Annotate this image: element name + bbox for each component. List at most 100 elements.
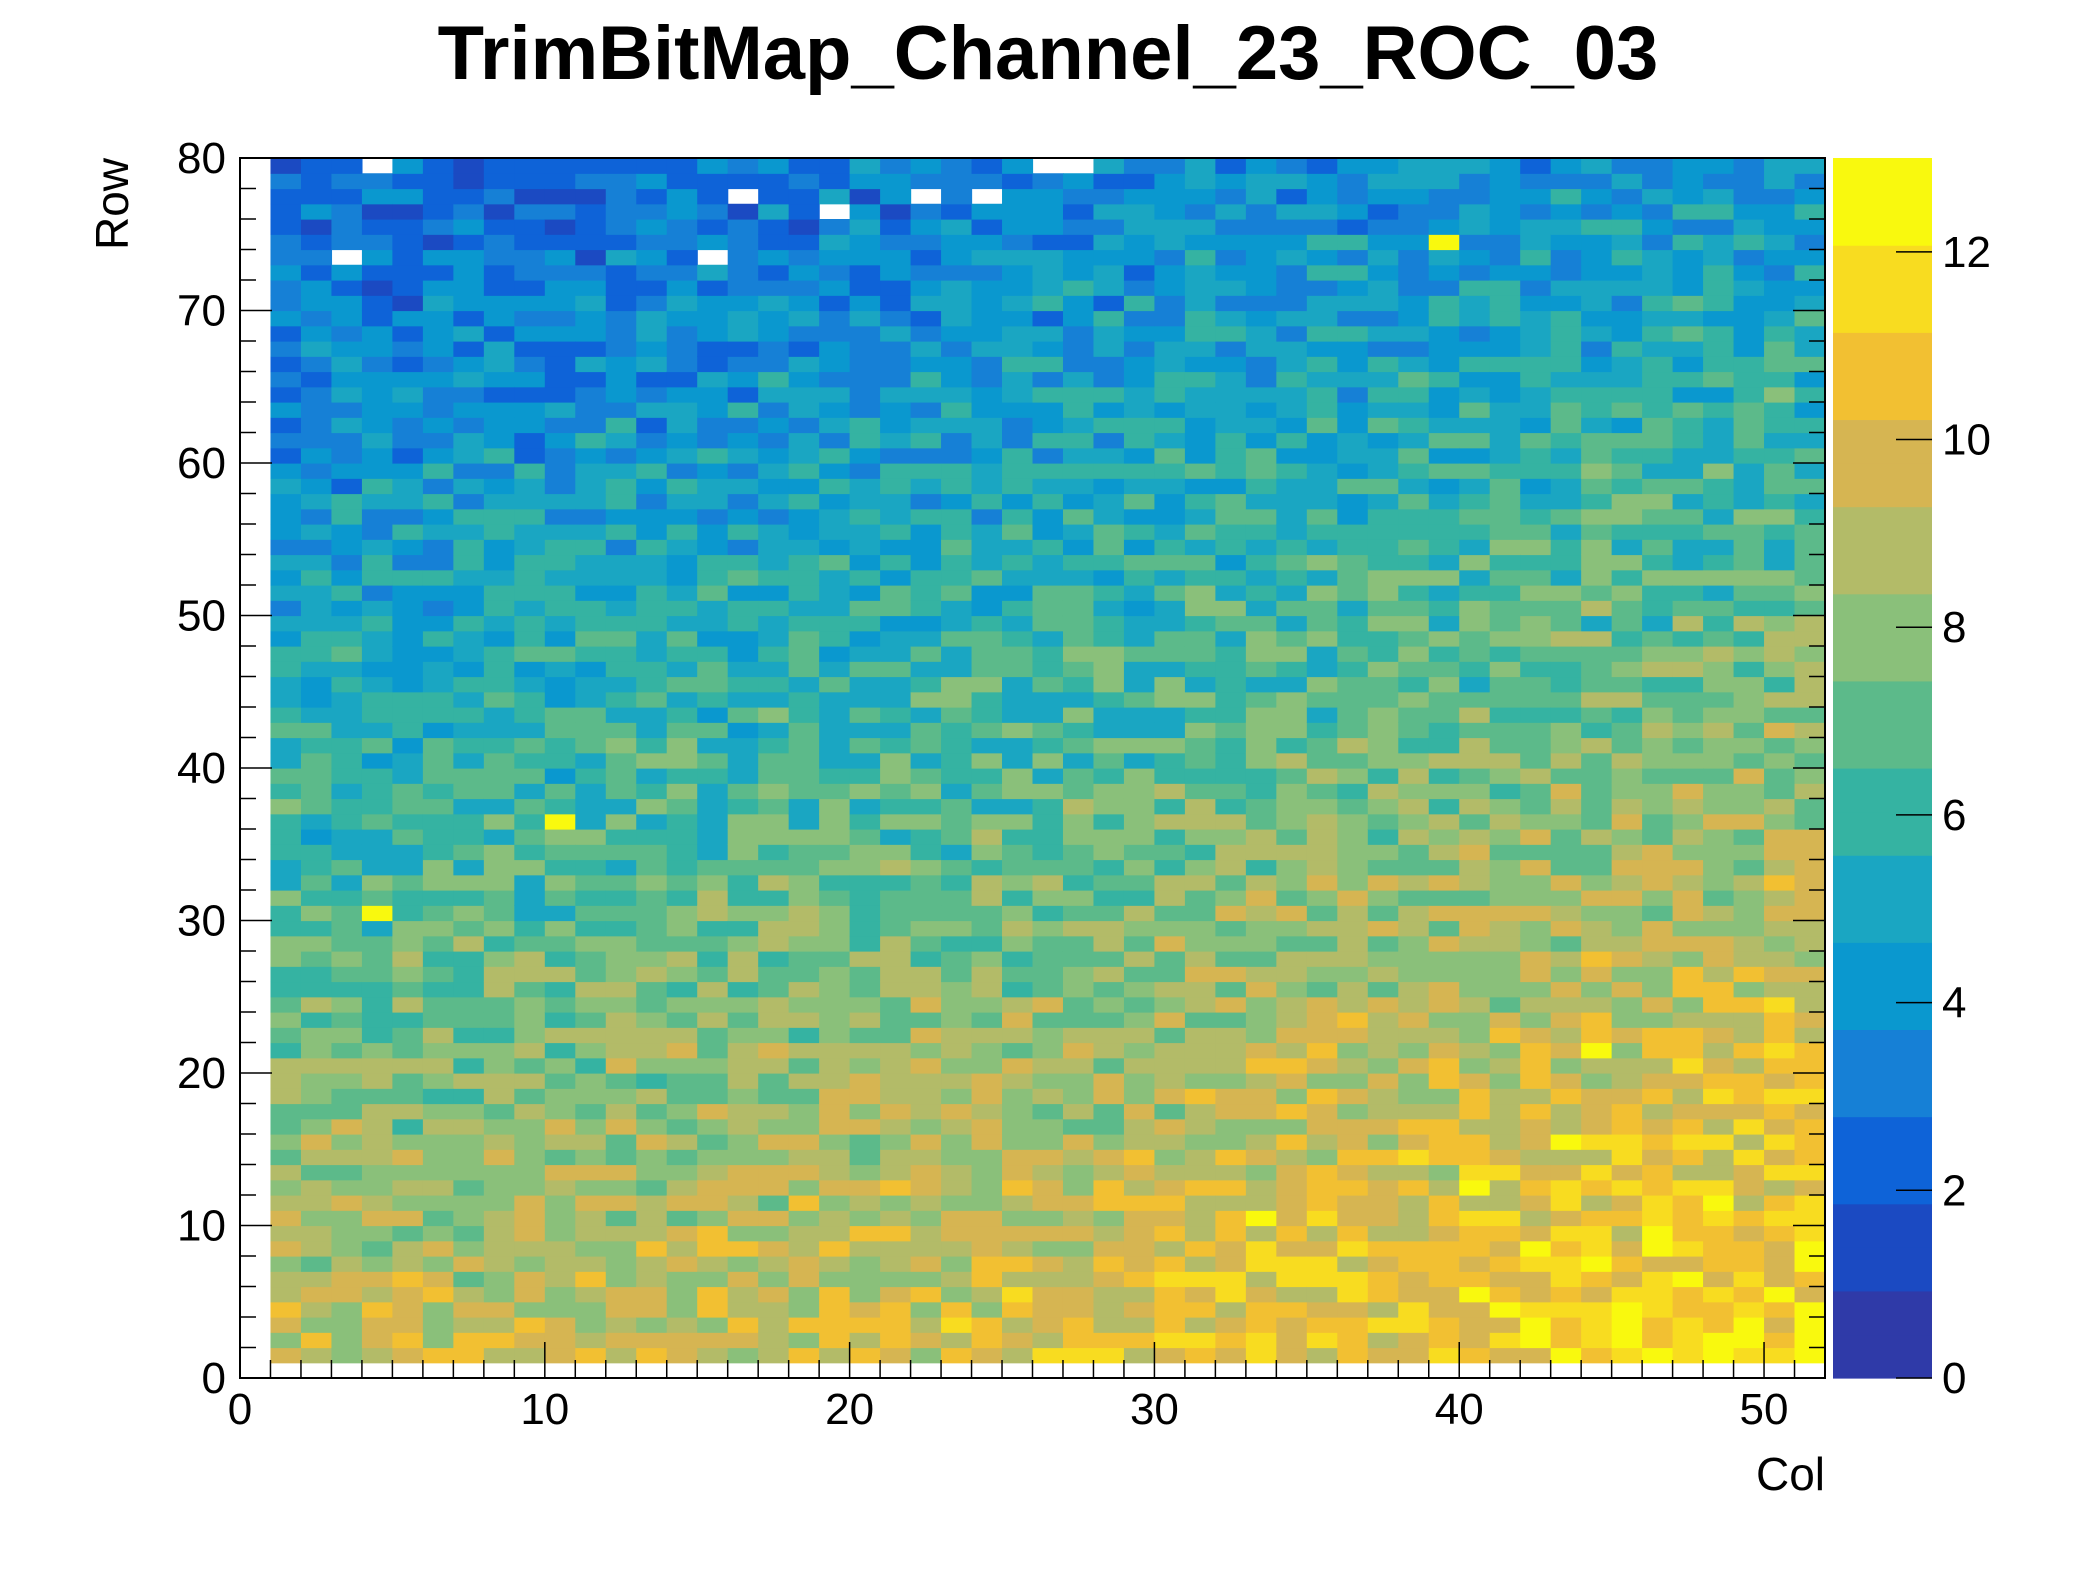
heatmap-cell <box>331 493 363 510</box>
heatmap-cell <box>1032 1012 1064 1028</box>
heatmap-cell <box>1672 1195 1704 1211</box>
heatmap-cell <box>575 1195 607 1211</box>
heatmap-cell <box>422 1057 454 1074</box>
heatmap-cell <box>300 783 333 800</box>
heatmap-cell <box>1642 1103 1674 1120</box>
heatmap-cell <box>1032 768 1064 784</box>
heatmap-cell <box>1002 630 1034 647</box>
heatmap-cell <box>880 1088 912 1105</box>
heatmap-cell <box>1002 1179 1034 1196</box>
heatmap-cell <box>636 432 668 449</box>
heatmap-cell <box>1489 1042 1521 1059</box>
heatmap-cell <box>575 890 607 906</box>
heatmap-cell <box>1093 249 1125 266</box>
heatmap-cell <box>544 996 576 1013</box>
heatmap-cell <box>1367 1012 1399 1028</box>
heatmap-cell <box>1245 707 1277 723</box>
heatmap-cell <box>1123 1179 1156 1196</box>
heatmap-cell <box>1306 493 1338 510</box>
heatmap-cell <box>1062 996 1095 1013</box>
heatmap-cell <box>697 844 729 861</box>
heatmap-cell <box>910 1347 942 1364</box>
heatmap-cell <box>1306 768 1338 784</box>
heatmap-cell <box>1184 554 1216 571</box>
heatmap-cell <box>483 1134 515 1150</box>
heatmap-cell <box>392 707 424 723</box>
heatmap-cell <box>1154 173 1186 190</box>
heatmap-cell <box>1337 630 1369 647</box>
heatmap-cell <box>1733 646 1765 662</box>
heatmap-cell <box>1093 1210 1125 1227</box>
heatmap-cell <box>941 1027 973 1044</box>
heatmap-cell <box>1123 371 1156 388</box>
heatmap-cell <box>605 1088 637 1105</box>
heatmap-cell <box>270 768 302 784</box>
heatmap-cell <box>1550 1134 1582 1150</box>
heatmap-cell <box>1428 1301 1460 1318</box>
heatmap-cell <box>1428 585 1460 601</box>
heatmap-cell <box>636 691 668 708</box>
heatmap-cell <box>1002 661 1034 678</box>
heatmap-cell <box>1245 1073 1277 1089</box>
heatmap-cell <box>941 325 973 342</box>
heatmap-cell <box>1002 676 1034 693</box>
heatmap-cell <box>697 1195 729 1211</box>
heatmap-cell <box>1672 341 1704 357</box>
heatmap-cell <box>544 691 576 708</box>
heatmap-cell <box>422 432 454 449</box>
heatmap-cell <box>880 1149 912 1166</box>
heatmap-cell <box>1520 1271 1552 1288</box>
heatmap-cell <box>849 493 881 510</box>
heatmap-cell <box>1154 478 1186 495</box>
heatmap-cell <box>1520 310 1552 327</box>
heatmap-cell <box>1428 859 1460 876</box>
heatmap-cell <box>1611 158 1643 174</box>
heatmap-cell <box>1733 996 1765 1013</box>
heatmap-cell <box>1215 1042 1247 1059</box>
heatmap-cell <box>1093 554 1125 571</box>
heatmap-cell <box>1581 1027 1613 1044</box>
heatmap-cell <box>819 707 851 723</box>
heatmap-cell <box>1489 600 1521 617</box>
heatmap-cell <box>1428 524 1460 540</box>
heatmap-cell <box>697 768 729 784</box>
heatmap-cell <box>880 188 912 205</box>
heatmap-cell <box>910 981 942 998</box>
heatmap-cell <box>1703 1118 1735 1135</box>
heatmap-cell <box>575 951 607 967</box>
heatmap-cell <box>1154 249 1186 266</box>
heatmap-cell <box>1062 1042 1095 1059</box>
heatmap-cell <box>514 569 546 586</box>
heatmap-cell <box>1276 1149 1308 1166</box>
heatmap-cell <box>1672 966 1704 983</box>
heatmap-cell <box>1215 844 1247 861</box>
heatmap-cell <box>1123 783 1156 800</box>
heatmap-cell <box>819 1057 851 1074</box>
heatmap-cell <box>880 707 912 723</box>
heatmap-cell <box>1367 1271 1399 1288</box>
heatmap-cell <box>971 829 1003 845</box>
heatmap-cell <box>910 859 942 876</box>
heatmap-cell <box>514 219 546 235</box>
heatmap-cell <box>331 371 363 388</box>
heatmap-cell <box>758 478 790 495</box>
heatmap-cell <box>422 280 454 296</box>
heatmap-cell <box>422 676 454 693</box>
heatmap-cell <box>727 569 759 586</box>
heatmap-cell <box>453 630 485 647</box>
heatmap-cell <box>941 188 973 205</box>
heatmap-cell <box>727 783 759 800</box>
heatmap-cell <box>1611 615 1643 632</box>
heatmap-cell <box>758 1195 790 1211</box>
heatmap-cell <box>1093 1225 1125 1242</box>
heatmap-cell <box>300 158 333 174</box>
heatmap-cell <box>1276 722 1308 739</box>
heatmap-cell <box>1093 966 1125 983</box>
heatmap-cell <box>1794 935 1826 952</box>
heatmap-cell <box>1520 829 1552 845</box>
heatmap-cell <box>941 813 973 830</box>
heatmap-cell <box>1367 737 1399 754</box>
heatmap-cell <box>1581 371 1613 388</box>
heatmap-cell <box>1367 768 1399 784</box>
heatmap-cell <box>1733 1271 1765 1288</box>
